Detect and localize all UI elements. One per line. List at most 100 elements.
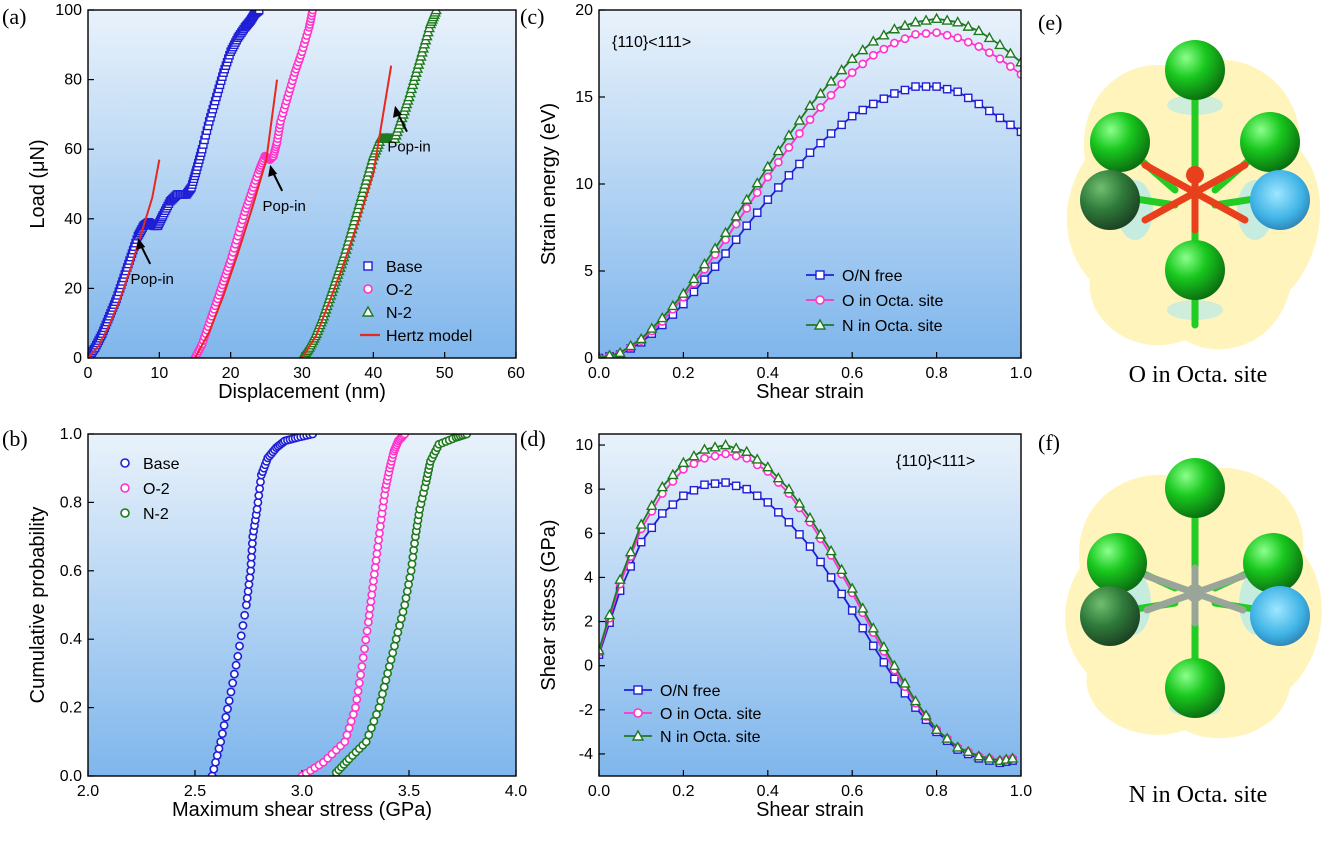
data-point — [308, 434, 318, 439]
hertz-fit-line — [301, 65, 393, 358]
x-tick-label: 3.0 — [291, 783, 313, 800]
data-point — [410, 539, 419, 548]
data-point — [899, 19, 911, 30]
plot-marks-d — [599, 439, 1019, 768]
data-point — [858, 59, 868, 69]
data-point — [1016, 127, 1021, 137]
pop-in-arrowhead — [268, 164, 278, 177]
plot-frame — [598, 433, 1022, 777]
x-tick-label: 0.0 — [588, 783, 610, 800]
legend-marker — [815, 295, 825, 305]
data-point — [963, 93, 973, 103]
data-point — [363, 617, 373, 627]
data-point — [373, 542, 383, 552]
fe-atom — [1240, 112, 1300, 172]
plot-area-b — [88, 434, 516, 776]
legend-entry: O-2 — [363, 282, 413, 299]
data-point — [847, 606, 857, 615]
data-point — [668, 500, 678, 509]
hertz-fit-line — [88, 159, 161, 358]
y-tick-label: 20 — [64, 280, 82, 297]
data-point — [985, 106, 994, 116]
x-tick-label: 0.2 — [672, 783, 694, 800]
data-point — [900, 34, 910, 44]
data-point — [233, 651, 243, 661]
data-point — [795, 530, 804, 539]
data-point — [921, 82, 931, 91]
legend-entry: Hertz model — [360, 328, 472, 345]
data-point — [362, 626, 372, 636]
data-point — [224, 696, 234, 706]
legend-marker — [633, 708, 643, 718]
data-point — [995, 54, 1005, 64]
legend-label: O in Octa. site — [660, 706, 761, 723]
data-point — [353, 686, 363, 696]
data-point — [890, 674, 899, 684]
data-point — [911, 82, 920, 91]
data-point — [846, 582, 858, 593]
data-point — [710, 451, 720, 461]
x-axis-label: Shear strain — [756, 799, 864, 821]
data-point — [656, 480, 669, 492]
x-tick-label: 1.0 — [1010, 365, 1032, 382]
legend-label: N-2 — [143, 506, 169, 523]
data-point — [614, 346, 626, 358]
legend-label: N-2 — [386, 305, 412, 322]
chart-d-shear-stress: 0.0 0.2 0.4 0.6 0.8 1.0 -4 -2 0 2 4 6 8 10 Shear strai… — [538, 433, 1032, 821]
data-point — [826, 129, 836, 138]
pop-in-arrowhead — [393, 105, 402, 118]
data-point — [308, 10, 318, 15]
series-o-2 — [297, 434, 410, 776]
molecule-image-f — [1065, 458, 1322, 739]
legend-label: Base — [143, 456, 180, 473]
data-point — [951, 16, 964, 27]
data-point — [217, 729, 227, 738]
data-point — [920, 709, 932, 720]
data-point — [742, 221, 751, 231]
y-tick-label: 5 — [584, 263, 593, 280]
data-point — [899, 677, 911, 688]
data-point — [255, 484, 265, 494]
series-n-2 — [331, 434, 472, 776]
data-point — [973, 24, 985, 36]
panel-label-d: (d) — [520, 426, 546, 451]
data-point — [240, 610, 250, 620]
data-point — [677, 456, 690, 467]
data-point — [974, 99, 984, 109]
x-tick-label: 0.6 — [841, 783, 863, 800]
data-point — [228, 678, 238, 688]
data-point — [816, 557, 825, 567]
data-point — [235, 641, 244, 651]
data-point — [221, 712, 231, 722]
y-tick-label: 100 — [55, 2, 82, 19]
data-point — [740, 193, 753, 204]
data-point — [856, 43, 869, 55]
legend-label: N in Octa. site — [842, 318, 943, 335]
data-point — [624, 546, 637, 557]
y-tick-label: 80 — [64, 72, 82, 89]
data-point — [983, 752, 996, 763]
data-point — [709, 242, 721, 253]
data-point — [837, 79, 847, 89]
data-point — [773, 157, 783, 167]
data-point — [835, 63, 848, 75]
data-point — [1015, 56, 1021, 67]
plot-marks-c — [599, 12, 1021, 358]
panel-label-e: (e) — [1038, 10, 1062, 35]
fe-atom — [1243, 533, 1303, 593]
data-point — [784, 143, 794, 152]
data-point — [1004, 47, 1017, 58]
y-tick-label: -4 — [579, 746, 593, 763]
data-point — [375, 521, 385, 531]
data-point — [677, 287, 690, 298]
data-point — [846, 52, 858, 64]
x-tick-label: 10 — [150, 365, 168, 382]
data-point — [878, 640, 890, 652]
data-point — [223, 704, 232, 714]
data-point — [241, 600, 251, 610]
data-point — [814, 528, 827, 539]
data-point — [953, 87, 962, 97]
data-point — [614, 573, 626, 584]
series-n-in-octa-site — [599, 439, 1019, 765]
